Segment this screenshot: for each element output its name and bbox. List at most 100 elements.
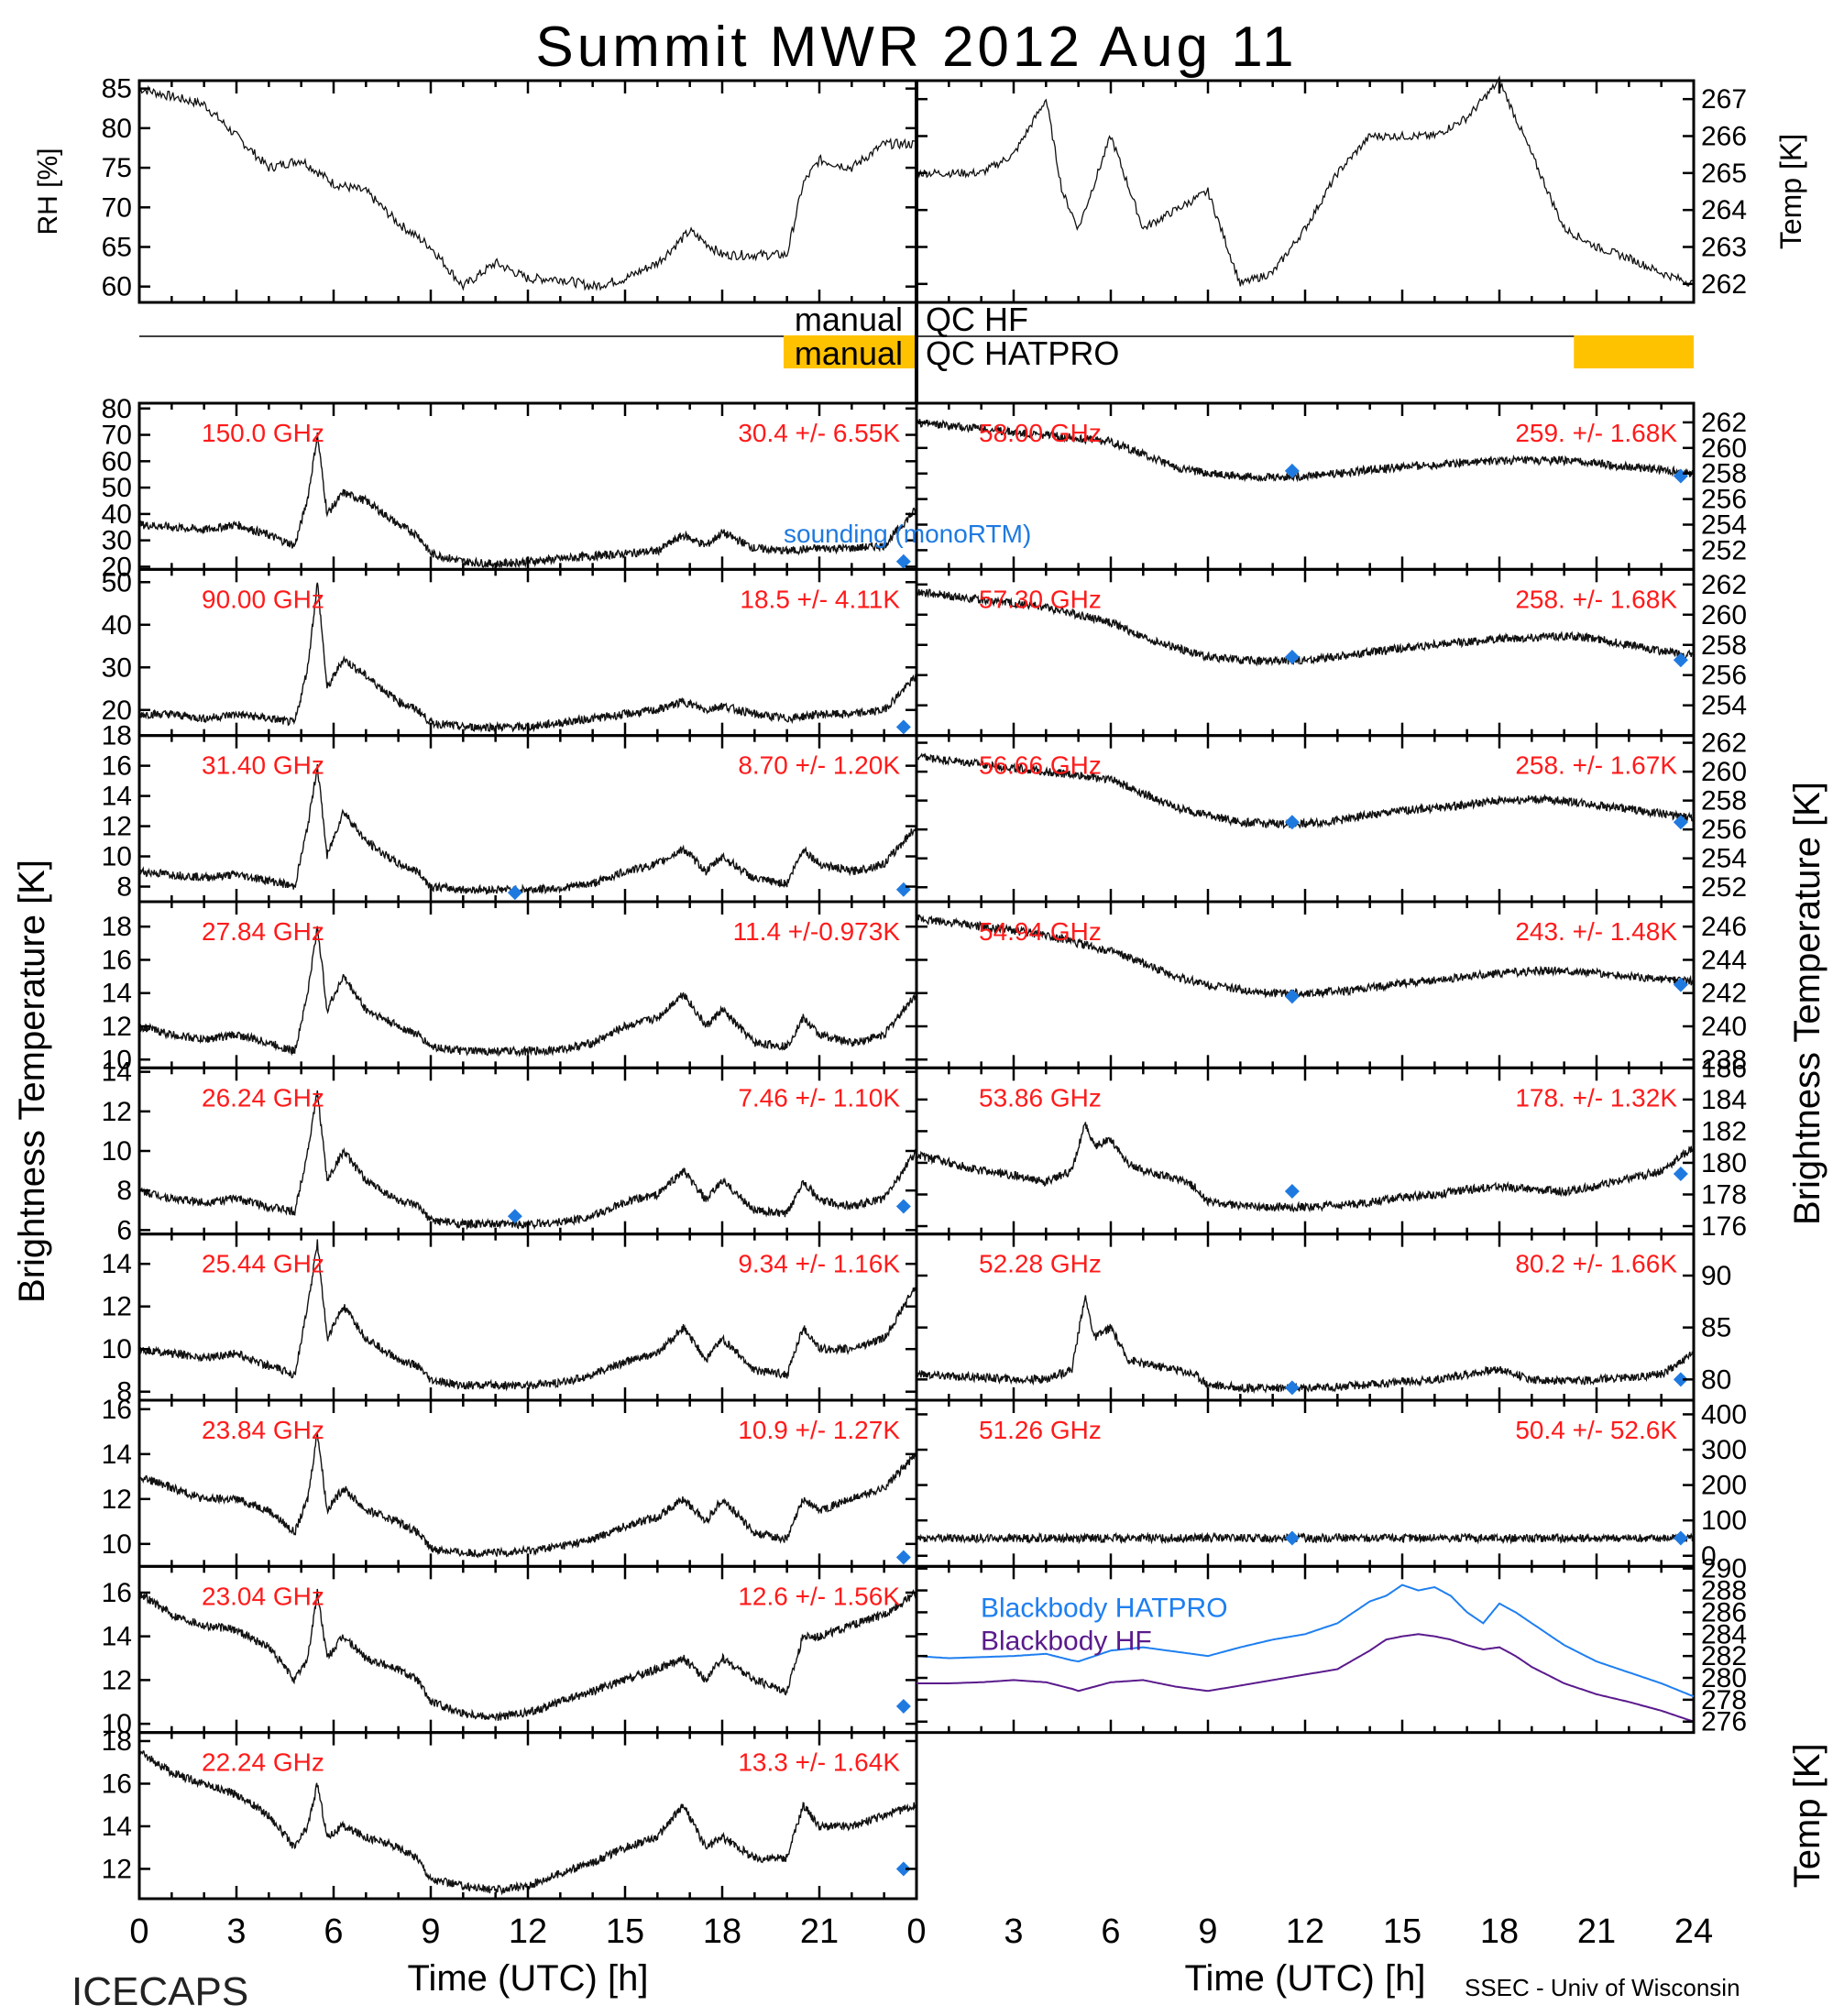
left-panel-4-ytick-label: 12 bbox=[102, 1097, 132, 1127]
left-panel-5: 25.44 GHz 9.34 +/- 1.16K 8 10 12 14 bbox=[102, 1233, 918, 1408]
right-panel-2: 56.66 GHz 258. +/- 1.67K 25225425625826026… bbox=[915, 729, 1747, 904]
left-panel-2-ytick-label: 8 bbox=[116, 872, 132, 903]
right-panel-3-ytick-label: 246 bbox=[1701, 912, 1747, 942]
right-panel-2-ytick-label: 258 bbox=[1701, 786, 1747, 816]
right-panel-1-ytick-label: 260 bbox=[1701, 600, 1747, 630]
right-trace-1 bbox=[916, 588, 1695, 667]
qc-row-label: manual bbox=[795, 334, 903, 372]
left-trace-2 bbox=[138, 764, 917, 896]
temp-ytick-label: 264 bbox=[1701, 195, 1747, 225]
right-panel-0-ytick-label: 262 bbox=[1701, 408, 1747, 438]
left-panel-4-ytick-label: 6 bbox=[116, 1215, 132, 1245]
channel-stat-label: 178. +/- 1.32K bbox=[1515, 1083, 1677, 1112]
left-panel-5-ytick-label: 10 bbox=[102, 1334, 132, 1364]
right-panel-4-ytick-label: 186 bbox=[1701, 1053, 1747, 1083]
left-panel-0-ytick-label: 70 bbox=[102, 421, 132, 451]
right-panel-7-ytick-label: 288 bbox=[1701, 1576, 1747, 1606]
right-sounding-marker bbox=[1673, 1530, 1688, 1546]
right-sounding-marker bbox=[1673, 1372, 1688, 1387]
right-panel-4-ytick-label: 182 bbox=[1701, 1116, 1747, 1146]
blackbody-legend-entry: Blackbody HATPRO bbox=[981, 1593, 1228, 1623]
right-panel-4-ytick-label: 180 bbox=[1701, 1148, 1747, 1178]
right-panel-7-ytick-label: 280 bbox=[1701, 1663, 1747, 1693]
right-panel-0-ytick-label: 258 bbox=[1701, 459, 1747, 489]
channel-stat-label: 30.4 +/- 6.55K bbox=[738, 419, 900, 447]
left-panel-1-ytick-label: 20 bbox=[102, 696, 132, 726]
channel-stat-label: 10.9 +/- 1.27K bbox=[738, 1416, 900, 1444]
left-sounding-marker bbox=[895, 553, 911, 569]
left-yaxis-label: Brightness Temperature [K] bbox=[12, 860, 52, 1303]
right-trace-2 bbox=[916, 752, 1695, 829]
channel-stat-label: 18.5 +/- 4.11K bbox=[740, 585, 900, 613]
right-xtick-label: 24 bbox=[1674, 1912, 1713, 1951]
temp-ytick-label: 266 bbox=[1701, 122, 1747, 152]
rh-ytick-label: 60 bbox=[102, 272, 132, 302]
blackbody-temp-axis-label: Temp [K] bbox=[1787, 1743, 1828, 1888]
left-panel-2-ytick-label: 10 bbox=[102, 842, 132, 872]
right-panel-7-ytick-label: 284 bbox=[1701, 1619, 1747, 1649]
left-panel-2-ytick-label: 18 bbox=[102, 721, 132, 751]
blackbody-series-line-0 bbox=[916, 1583, 1695, 1698]
right-sounding-marker bbox=[1284, 1184, 1300, 1200]
channel-frequency-label: 31.40 GHz bbox=[202, 751, 324, 780]
rh-ytick-label: 80 bbox=[102, 114, 132, 144]
left-sounding-marker bbox=[895, 1861, 911, 1877]
right-sounding-marker bbox=[1673, 652, 1688, 668]
footer-left: ICECAPS bbox=[71, 1969, 248, 2014]
right-panel-2-ytick-label: 252 bbox=[1701, 872, 1747, 903]
right-sounding-marker bbox=[1284, 815, 1300, 830]
footer-right: SSEC - Univ of Wisconsin bbox=[1465, 1974, 1740, 2001]
channel-stat-label: 50.4 +/- 52.6K bbox=[1515, 1416, 1677, 1444]
right-sounding-marker bbox=[1673, 815, 1688, 830]
left-panel-4-ytick-label: 8 bbox=[116, 1176, 132, 1206]
channel-stat-label: 11.4 +/-0.973K bbox=[733, 917, 901, 946]
temp-panel: 262 263 264 265 266 267 Temp [K] bbox=[915, 75, 1807, 304]
right-panel-7-ytick-label: 276 bbox=[1701, 1707, 1747, 1737]
right-panel-6-ytick-label: 200 bbox=[1701, 1471, 1747, 1501]
right-panel-3-ytick-label: 242 bbox=[1701, 979, 1747, 1009]
left-xtick-label: 3 bbox=[226, 1912, 246, 1951]
channel-frequency-label: 23.04 GHz bbox=[202, 1582, 324, 1610]
left-panel-6: 23.84 GHz 10.9 +/- 1.27K 10 12 14 16 bbox=[102, 1395, 918, 1568]
right-sounding-marker bbox=[1284, 649, 1300, 664]
right-panel-2-ytick-label: 256 bbox=[1701, 815, 1747, 845]
left-panel-6-ytick-label: 12 bbox=[102, 1485, 132, 1515]
temp-ytick-label: 265 bbox=[1701, 159, 1747, 189]
left-panel-0-ytick-label: 30 bbox=[102, 526, 132, 556]
channel-frequency-label: 26.24 GHz bbox=[202, 1083, 324, 1112]
left-trace-6 bbox=[138, 1433, 917, 1559]
left-xtick-label: 21 bbox=[800, 1912, 839, 1951]
right-xaxis-label: Time (UTC) [h] bbox=[1185, 1958, 1426, 1999]
channel-frequency-label: 23.84 GHz bbox=[202, 1416, 324, 1444]
right-sounding-marker bbox=[1284, 1530, 1300, 1546]
right-xtick-label: 9 bbox=[1198, 1912, 1217, 1951]
right-panel-5: 52.28 GHz 80.2 +/- 1.66K 80 85 90 bbox=[915, 1233, 1731, 1402]
temp-ytick-label: 262 bbox=[1701, 269, 1747, 300]
left-xtick-label: 6 bbox=[324, 1912, 343, 1951]
right-panel-7-ytick-label: 278 bbox=[1701, 1685, 1747, 1715]
qc-hatpro-flag-bar bbox=[784, 335, 916, 368]
left-panel-0-ytick-label: 40 bbox=[102, 499, 132, 530]
rh-axis-label: RH [%] bbox=[33, 148, 63, 235]
left-panel-7-ytick-label: 16 bbox=[102, 1578, 132, 1608]
left-panel-0-ytick-label: 60 bbox=[102, 446, 132, 477]
channel-frequency-label: 57.30 GHz bbox=[979, 585, 1102, 613]
right-trace-3 bbox=[916, 914, 1695, 999]
right-panel-6: 51.26 GHz 50.4 +/- 52.6K 0 100 200 300 400 bbox=[915, 1398, 1747, 1572]
channel-stat-label: 7.46 +/- 1.10K bbox=[738, 1083, 900, 1112]
right-panel-0-ytick-label: 256 bbox=[1701, 485, 1747, 515]
right-xtick-label: 0 bbox=[906, 1912, 926, 1951]
right-yaxis-label: Brightness Temperature [K] bbox=[1787, 782, 1828, 1225]
right-trace-4 bbox=[916, 1122, 1695, 1213]
qc-panel: manual QC HF manual QC HATPRO bbox=[139, 301, 1694, 372]
right-panel-2-ytick-label: 262 bbox=[1701, 729, 1747, 759]
left-panel-8-ytick-label: 14 bbox=[102, 1812, 132, 1842]
right-panel-4-ytick-label: 184 bbox=[1701, 1085, 1747, 1115]
left-panel-4-ytick-label: 14 bbox=[102, 1057, 132, 1088]
right-panel-0-ytick-label: 260 bbox=[1701, 433, 1747, 464]
left-xtick-label: 15 bbox=[606, 1912, 644, 1951]
